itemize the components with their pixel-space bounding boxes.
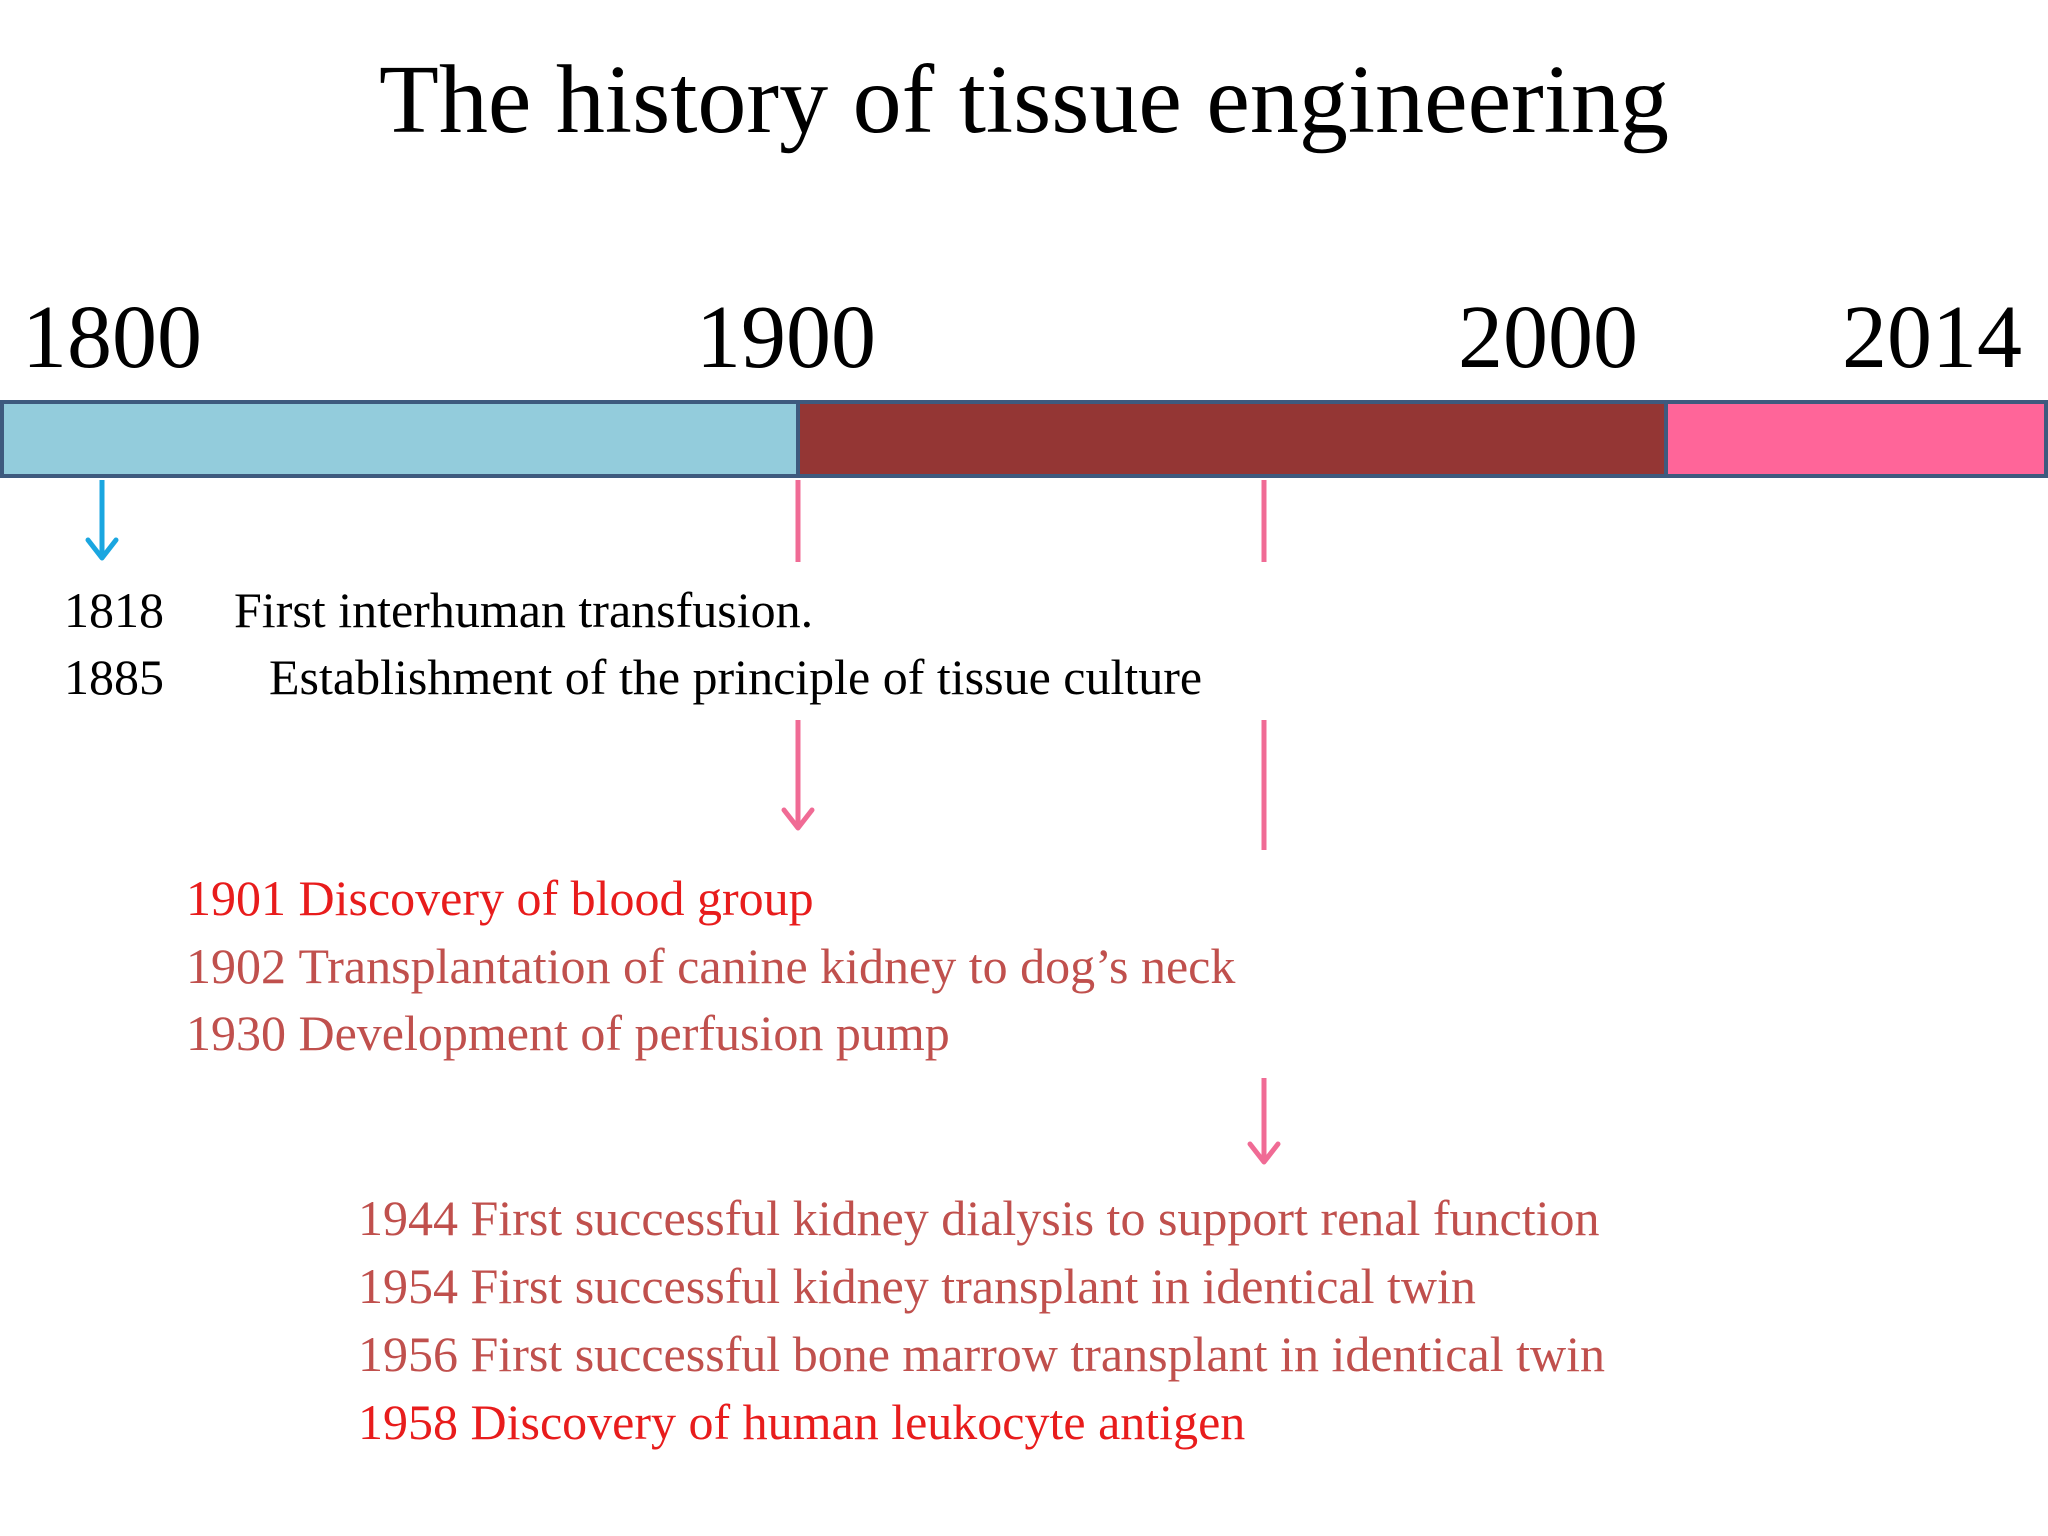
event-text: Development of perfusion pump xyxy=(298,1005,950,1061)
timeline-event: 1818 First interhuman transfusion. xyxy=(64,578,813,642)
event-text: First successful kidney dialysis to supp… xyxy=(470,1190,1600,1246)
event-year: 1901 xyxy=(186,870,286,926)
event-year: 1818 xyxy=(64,582,164,638)
timeline-segment-2000-2014 xyxy=(1664,400,2048,478)
timeline-segment-1800-1900 xyxy=(0,400,800,478)
timeline-event: 1930 Development of perfusion pump xyxy=(186,1001,950,1065)
event-text: Discovery of human leukocyte antigen xyxy=(470,1394,1246,1450)
event-year: 1956 xyxy=(358,1326,458,1382)
event-year: 1885 xyxy=(64,649,164,705)
timeline-event: 1956 First successful bone marrow transp… xyxy=(358,1322,1605,1386)
event-year: 1958 xyxy=(358,1394,458,1450)
event-text: Establishment of the principle of tissue… xyxy=(269,649,1203,705)
slide-title: The history of tissue engineering xyxy=(378,46,1670,154)
timeline-event: 1958 Discovery of human leukocyte antige… xyxy=(358,1390,1245,1454)
timeline-event: 1902 Transplantation of canine kidney to… xyxy=(186,934,1235,998)
event-text: First successful kidney transplant in id… xyxy=(470,1258,1476,1314)
event-year: 1954 xyxy=(358,1258,458,1314)
event-year: 1902 xyxy=(186,938,286,994)
timeline-event: 1901 Discovery of blood group xyxy=(186,866,814,930)
year-label-2014: 2014 xyxy=(1842,288,2022,387)
event-year: 1930 xyxy=(186,1005,286,1061)
timeline-event: 1944 First successful kidney dialysis to… xyxy=(358,1186,1600,1250)
arrow-down-icon xyxy=(1247,1078,1281,1165)
timeline-event: 1885 Establishment of the principle of ti… xyxy=(64,645,1202,709)
event-text: First successful bone marrow transplant … xyxy=(470,1326,1605,1382)
year-label-1900: 1900 xyxy=(696,288,876,387)
arrow-down-icon xyxy=(781,720,815,831)
arrow-down-icon xyxy=(85,480,119,561)
event-text: Transplantation of canine kidney to dog’… xyxy=(298,938,1236,994)
event-text: Discovery of blood group xyxy=(298,870,814,926)
year-label-1800: 1800 xyxy=(22,288,202,387)
year-label-2000: 2000 xyxy=(1458,288,1638,387)
timeline-event: 1954 First successful kidney transplant … xyxy=(358,1254,1476,1318)
event-text: First interhuman transfusion. xyxy=(234,582,814,638)
event-year: 1944 xyxy=(358,1190,458,1246)
